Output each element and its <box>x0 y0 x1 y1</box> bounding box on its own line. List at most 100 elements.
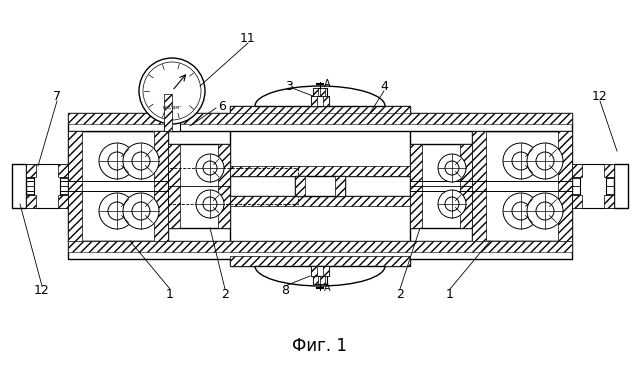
Circle shape <box>99 193 135 229</box>
Text: 7: 7 <box>53 89 61 102</box>
Text: 2: 2 <box>221 288 229 301</box>
Bar <box>230 106 410 116</box>
Bar <box>230 166 410 176</box>
Text: 11: 11 <box>240 32 256 45</box>
Bar <box>472 131 572 241</box>
Text: А: А <box>324 283 330 293</box>
Circle shape <box>438 154 466 182</box>
Bar <box>26 195 36 208</box>
Text: кгс/дм²: кгс/дм² <box>163 105 182 109</box>
Text: А: А <box>324 79 330 89</box>
Text: 2: 2 <box>396 288 404 301</box>
Bar <box>26 164 74 178</box>
Bar <box>168 144 180 228</box>
Circle shape <box>503 193 539 229</box>
Bar <box>26 164 36 177</box>
Bar <box>26 164 68 177</box>
Bar <box>68 131 82 241</box>
Bar <box>580 164 606 208</box>
Bar <box>68 113 572 131</box>
Circle shape <box>536 202 554 220</box>
Bar <box>320 276 325 284</box>
Circle shape <box>108 202 126 220</box>
Bar <box>68 131 168 241</box>
Text: 8: 8 <box>281 285 289 298</box>
Bar <box>572 164 582 177</box>
Circle shape <box>503 143 539 179</box>
Circle shape <box>536 152 554 170</box>
Circle shape <box>512 152 530 170</box>
Bar <box>614 164 628 208</box>
Bar <box>154 131 168 241</box>
Bar <box>572 164 614 177</box>
Bar <box>572 195 582 208</box>
Bar <box>410 144 472 228</box>
Bar <box>313 276 318 284</box>
Bar <box>230 256 410 266</box>
Bar <box>58 195 68 208</box>
Bar <box>218 144 230 228</box>
Bar <box>410 144 422 228</box>
Text: 6: 6 <box>218 99 226 112</box>
Bar <box>26 195 68 208</box>
Circle shape <box>438 190 466 218</box>
Bar <box>313 88 318 96</box>
Bar <box>168 168 298 204</box>
Bar <box>311 266 317 276</box>
Circle shape <box>139 58 205 124</box>
Bar <box>614 164 628 208</box>
Bar <box>323 96 329 106</box>
Circle shape <box>196 154 224 182</box>
Circle shape <box>99 143 135 179</box>
Bar <box>335 176 345 196</box>
Bar <box>26 194 74 208</box>
Circle shape <box>123 143 159 179</box>
Bar <box>295 176 345 196</box>
Bar <box>313 88 327 96</box>
Text: 3: 3 <box>285 79 293 92</box>
Circle shape <box>512 202 530 220</box>
Circle shape <box>196 190 224 218</box>
Bar <box>313 276 327 284</box>
Bar <box>295 176 305 196</box>
Bar <box>164 94 172 131</box>
Bar <box>604 164 614 177</box>
Text: 1: 1 <box>166 288 174 301</box>
Text: 1: 1 <box>446 288 454 301</box>
Circle shape <box>143 62 201 120</box>
Bar <box>572 195 614 208</box>
Circle shape <box>108 152 126 170</box>
Bar <box>323 266 329 276</box>
Bar <box>68 113 572 124</box>
Circle shape <box>527 143 563 179</box>
Bar <box>12 164 26 208</box>
Bar <box>58 164 68 177</box>
Circle shape <box>132 202 150 220</box>
Circle shape <box>203 197 217 211</box>
Bar <box>311 266 329 276</box>
Circle shape <box>132 152 150 170</box>
Bar <box>68 241 572 252</box>
Text: 4: 4 <box>380 79 388 92</box>
Bar <box>311 96 329 106</box>
Bar <box>230 106 410 176</box>
Bar <box>164 94 180 131</box>
Bar <box>68 241 572 259</box>
Text: Фиг. 1: Фиг. 1 <box>292 337 348 355</box>
Bar <box>558 131 572 241</box>
Bar <box>566 194 614 208</box>
Circle shape <box>203 161 217 175</box>
Circle shape <box>445 161 459 175</box>
Circle shape <box>527 193 563 229</box>
Bar <box>311 96 317 106</box>
Text: 12: 12 <box>34 285 50 298</box>
Bar <box>320 88 325 96</box>
Bar <box>460 144 472 228</box>
Circle shape <box>123 193 159 229</box>
Bar <box>34 164 60 208</box>
Circle shape <box>445 197 459 211</box>
Bar <box>168 144 230 228</box>
Bar <box>230 196 410 206</box>
Bar <box>230 196 410 266</box>
Text: 12: 12 <box>592 89 608 102</box>
